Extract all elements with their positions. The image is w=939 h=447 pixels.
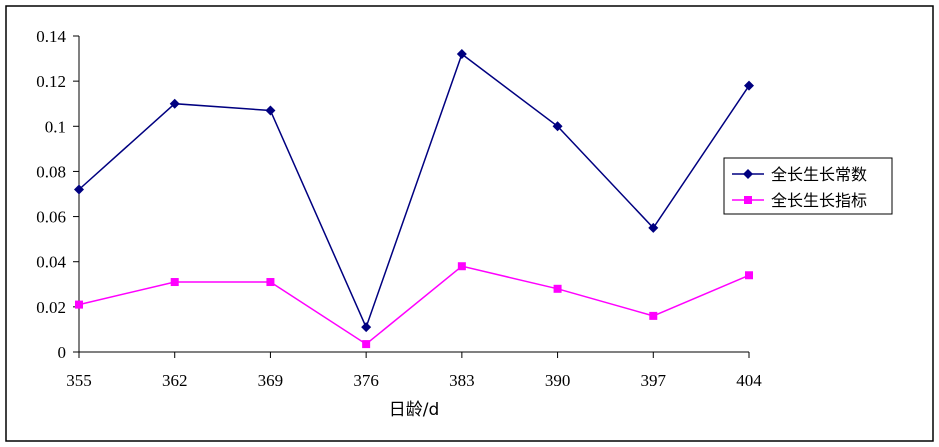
y-tick-label: 0.14	[36, 27, 66, 46]
legend-label-series-1: 全长生长常数	[771, 165, 867, 184]
series-2-point	[362, 340, 371, 349]
series-1-point	[456, 49, 467, 60]
y-tick-label: 0.1	[45, 117, 66, 136]
series-2	[75, 262, 753, 349]
series-2-point	[170, 278, 179, 287]
series-2-point	[266, 278, 275, 287]
series-2-point	[457, 262, 466, 271]
legend-box	[723, 157, 893, 215]
series-2-point	[745, 271, 753, 280]
series-1	[74, 49, 754, 333]
series-1-point	[169, 98, 180, 109]
legend-marker-series-1	[743, 169, 753, 179]
x-tick-label: 397	[641, 371, 667, 390]
y-tick-label: 0	[58, 343, 67, 362]
chart-frame	[5, 5, 934, 442]
y-tick-label: 0.06	[36, 208, 66, 227]
series-2-line	[78, 265, 750, 346]
y-tick-label: 0.08	[36, 162, 66, 181]
series-1-point	[74, 184, 84, 195]
x-tick-label: 355	[66, 371, 92, 390]
y-tick-label: 0.02	[36, 298, 66, 317]
series-1-point	[361, 322, 372, 333]
x-axis-title: 日龄/d	[389, 400, 440, 420]
series-1-point	[552, 121, 563, 132]
series-1-point	[744, 80, 754, 91]
x-tick-label: 369	[258, 371, 284, 390]
x-tick-label: 383	[449, 371, 475, 390]
series-2-point	[75, 300, 83, 309]
series-2-point	[553, 284, 562, 293]
y-tick-label: 0.12	[36, 72, 66, 91]
series-layer	[74, 49, 754, 349]
series-1-point	[265, 105, 276, 116]
x-tick-label: 376	[353, 371, 379, 390]
legend-marker-series-2	[744, 196, 752, 204]
legend: 全长生长常数 全长生长指标	[723, 157, 893, 215]
series-2-point	[649, 311, 658, 320]
x-tick-label: 362	[162, 371, 188, 390]
series-1-point	[648, 222, 659, 233]
legend-label-series-2: 全长生长指标	[771, 191, 867, 210]
y-tick-label: 0.04	[36, 253, 66, 272]
x-tick-label: 404	[736, 371, 762, 390]
x-tick-label: 390	[545, 371, 571, 390]
axes: 0 0.02 0.04 0.06 0.08 0.1 0.12 0.14 355 362 369 376…	[36, 27, 762, 390]
series-1-line	[78, 52, 750, 330]
